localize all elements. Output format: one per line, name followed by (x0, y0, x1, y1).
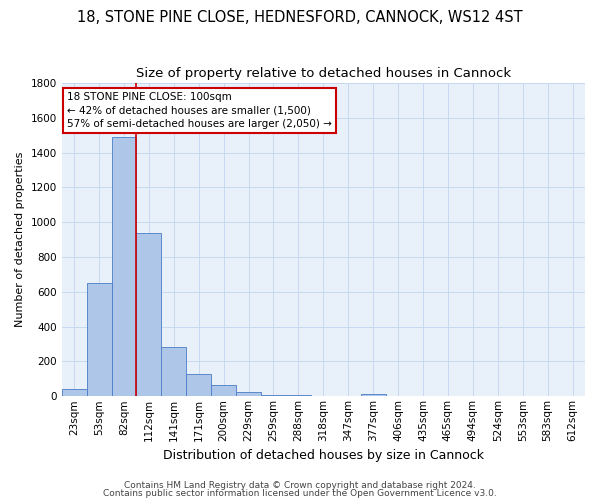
Bar (211, 386, 236, 396)
Bar (86, 283, 112, 397)
Text: Contains HM Land Registry data © Crown copyright and database right 2024.: Contains HM Land Registry data © Crown c… (124, 481, 476, 490)
Bar (112, 137, 136, 396)
Text: 18, STONE PINE CLOSE, HEDNESFORD, CANNOCK, WS12 4ST: 18, STONE PINE CLOSE, HEDNESFORD, CANNOC… (77, 10, 523, 25)
Text: 18 STONE PINE CLOSE: 100sqm
← 42% of detached houses are smaller (1,500)
57% of : 18 STONE PINE CLOSE: 100sqm ← 42% of det… (67, 92, 332, 129)
Bar (236, 392, 261, 396)
Bar (161, 346, 186, 397)
X-axis label: Distribution of detached houses by size in Cannock: Distribution of detached houses by size … (163, 450, 484, 462)
Bar (361, 394, 386, 396)
Bar (186, 374, 211, 396)
Text: Contains public sector information licensed under the Open Government Licence v3: Contains public sector information licen… (103, 488, 497, 498)
Bar (136, 232, 161, 396)
Bar (261, 394, 286, 396)
Bar (62, 390, 86, 396)
Y-axis label: Number of detached properties: Number of detached properties (15, 152, 25, 328)
Title: Size of property relative to detached houses in Cannock: Size of property relative to detached ho… (136, 68, 511, 80)
